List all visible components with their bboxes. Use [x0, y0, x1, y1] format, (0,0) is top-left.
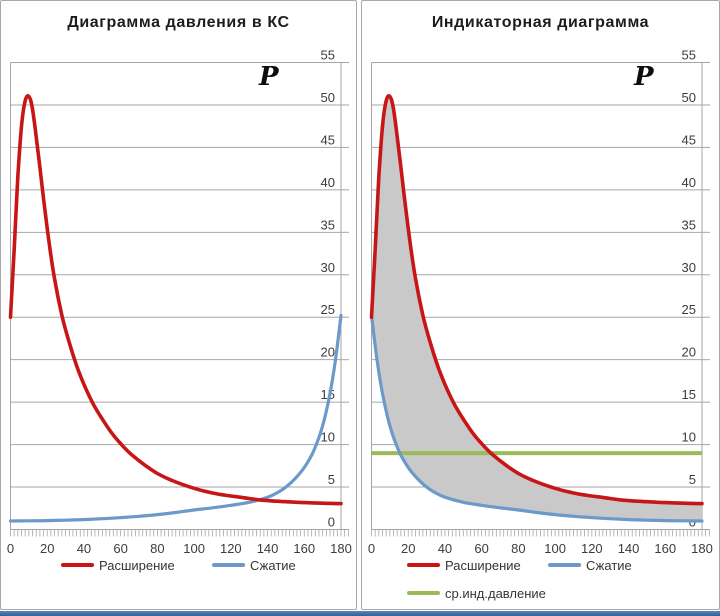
legend-label-compression: Сжатие	[586, 557, 632, 573]
svg-text:35: 35	[682, 217, 696, 232]
svg-text:25: 25	[321, 302, 335, 317]
svg-text:10: 10	[321, 430, 335, 445]
svg-text:55: 55	[321, 48, 335, 63]
svg-text:60: 60	[113, 541, 127, 556]
svg-text:20: 20	[682, 345, 696, 360]
svg-text:120: 120	[220, 541, 242, 556]
chart-panel-pressure: 0 5 10 15 20 25 30 35 40 45 50 55 0 20 40 60 80 100 120 140…	[0, 0, 357, 610]
svg-text:20: 20	[40, 541, 54, 556]
legend-item-mean-pressure: ср.инд.давление	[407, 585, 546, 601]
svg-text:160: 160	[293, 541, 315, 556]
svg-text:80: 80	[511, 541, 525, 556]
svg-text:80: 80	[150, 541, 164, 556]
svg-text:40: 40	[438, 541, 452, 556]
chart-panel-indicator: 0 5 10 15 20 25 30 35 40 45 50 55 0 20 40 60 80 100 120 140…	[361, 0, 720, 610]
svg-text:140: 140	[257, 541, 279, 556]
legend-label-compression: Сжатие	[250, 557, 296, 573]
svg-text:25: 25	[682, 302, 696, 317]
svg-text:50: 50	[321, 90, 335, 105]
svg-text:10: 10	[682, 430, 696, 445]
svg-text:15: 15	[682, 387, 696, 402]
mean-pressure-line-icon	[407, 591, 440, 595]
svg-text:0: 0	[328, 515, 335, 530]
chart-title: Индикаторная диаграмма	[431, 14, 650, 31]
svg-text:20: 20	[401, 541, 415, 556]
legend-item-compression: Сжатие	[548, 557, 632, 573]
svg-text:30: 30	[682, 260, 696, 275]
svg-text:5: 5	[328, 472, 335, 487]
svg-text:60: 60	[474, 541, 488, 556]
svg-text:20: 20	[321, 345, 335, 360]
y-axis-title: P	[634, 62, 654, 92]
svg-text:100: 100	[544, 541, 566, 556]
svg-text:45: 45	[682, 132, 696, 147]
svg-text:30: 30	[321, 260, 335, 275]
svg-text:0: 0	[368, 541, 375, 556]
svg-text:5: 5	[689, 472, 696, 487]
svg-text:50: 50	[682, 90, 696, 105]
compression-line-icon	[212, 563, 245, 567]
expansion-line-icon	[61, 563, 94, 567]
legend-item-compression: Сжатие	[212, 557, 296, 573]
svg-text:140: 140	[618, 541, 640, 556]
svg-text:55: 55	[682, 48, 696, 63]
svg-text:35: 35	[321, 217, 335, 232]
svg-text:120: 120	[581, 541, 603, 556]
svg-text:40: 40	[321, 175, 335, 190]
svg-text:40: 40	[682, 175, 696, 190]
svg-text:40: 40	[77, 541, 91, 556]
y-axis-title: P	[259, 62, 279, 92]
svg-text:100: 100	[183, 541, 205, 556]
legend-label-expansion: Расширение	[99, 557, 175, 573]
legend-label-expansion: Расширение	[445, 557, 521, 573]
svg-text:160: 160	[654, 541, 676, 556]
legend-item-expansion: Расширение	[61, 557, 175, 573]
svg-text:180: 180	[691, 541, 713, 556]
svg-text:180: 180	[330, 541, 352, 556]
svg-text:45: 45	[321, 132, 335, 147]
window-bottom-strip	[0, 611, 720, 616]
compression-line-icon	[548, 563, 581, 567]
chart-title: Диаграмма давления в КС	[67, 14, 290, 31]
expansion-line-icon	[407, 563, 440, 567]
legend-label-mean-pressure: ср.инд.давление	[445, 585, 546, 601]
svg-text:0: 0	[7, 541, 14, 556]
legend-item-expansion: Расширение	[407, 557, 521, 573]
